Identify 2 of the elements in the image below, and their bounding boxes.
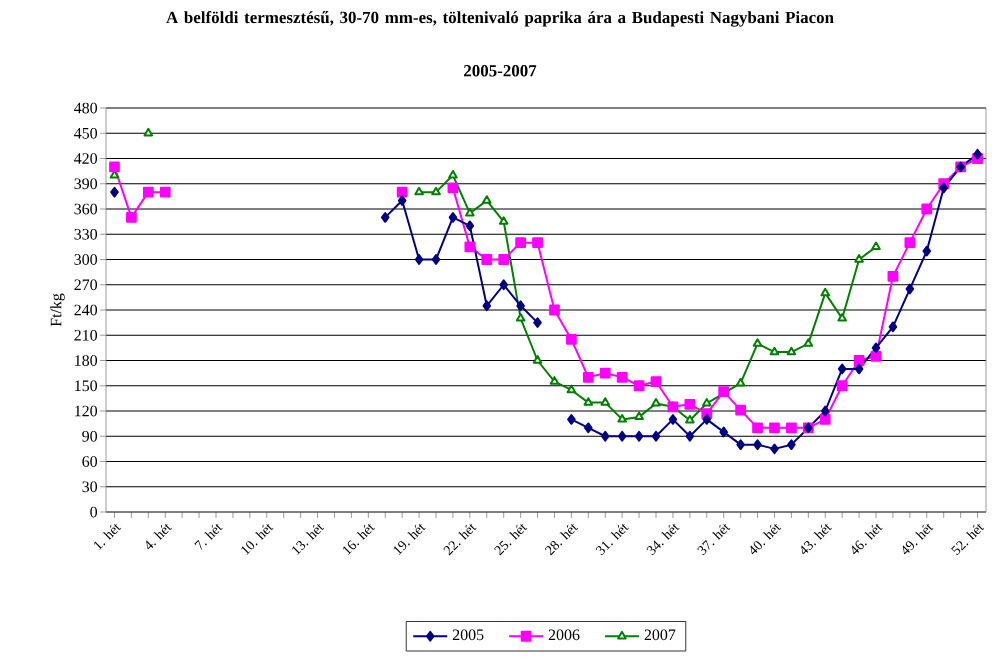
chart-subtitle: 2005-2007 xyxy=(464,65,537,77)
chart-title: A belföldi termesztésű, 30-70 mm-es, töltenivaló paprika ára a Budapesti Nagybani Piacon xyxy=(166,11,834,27)
